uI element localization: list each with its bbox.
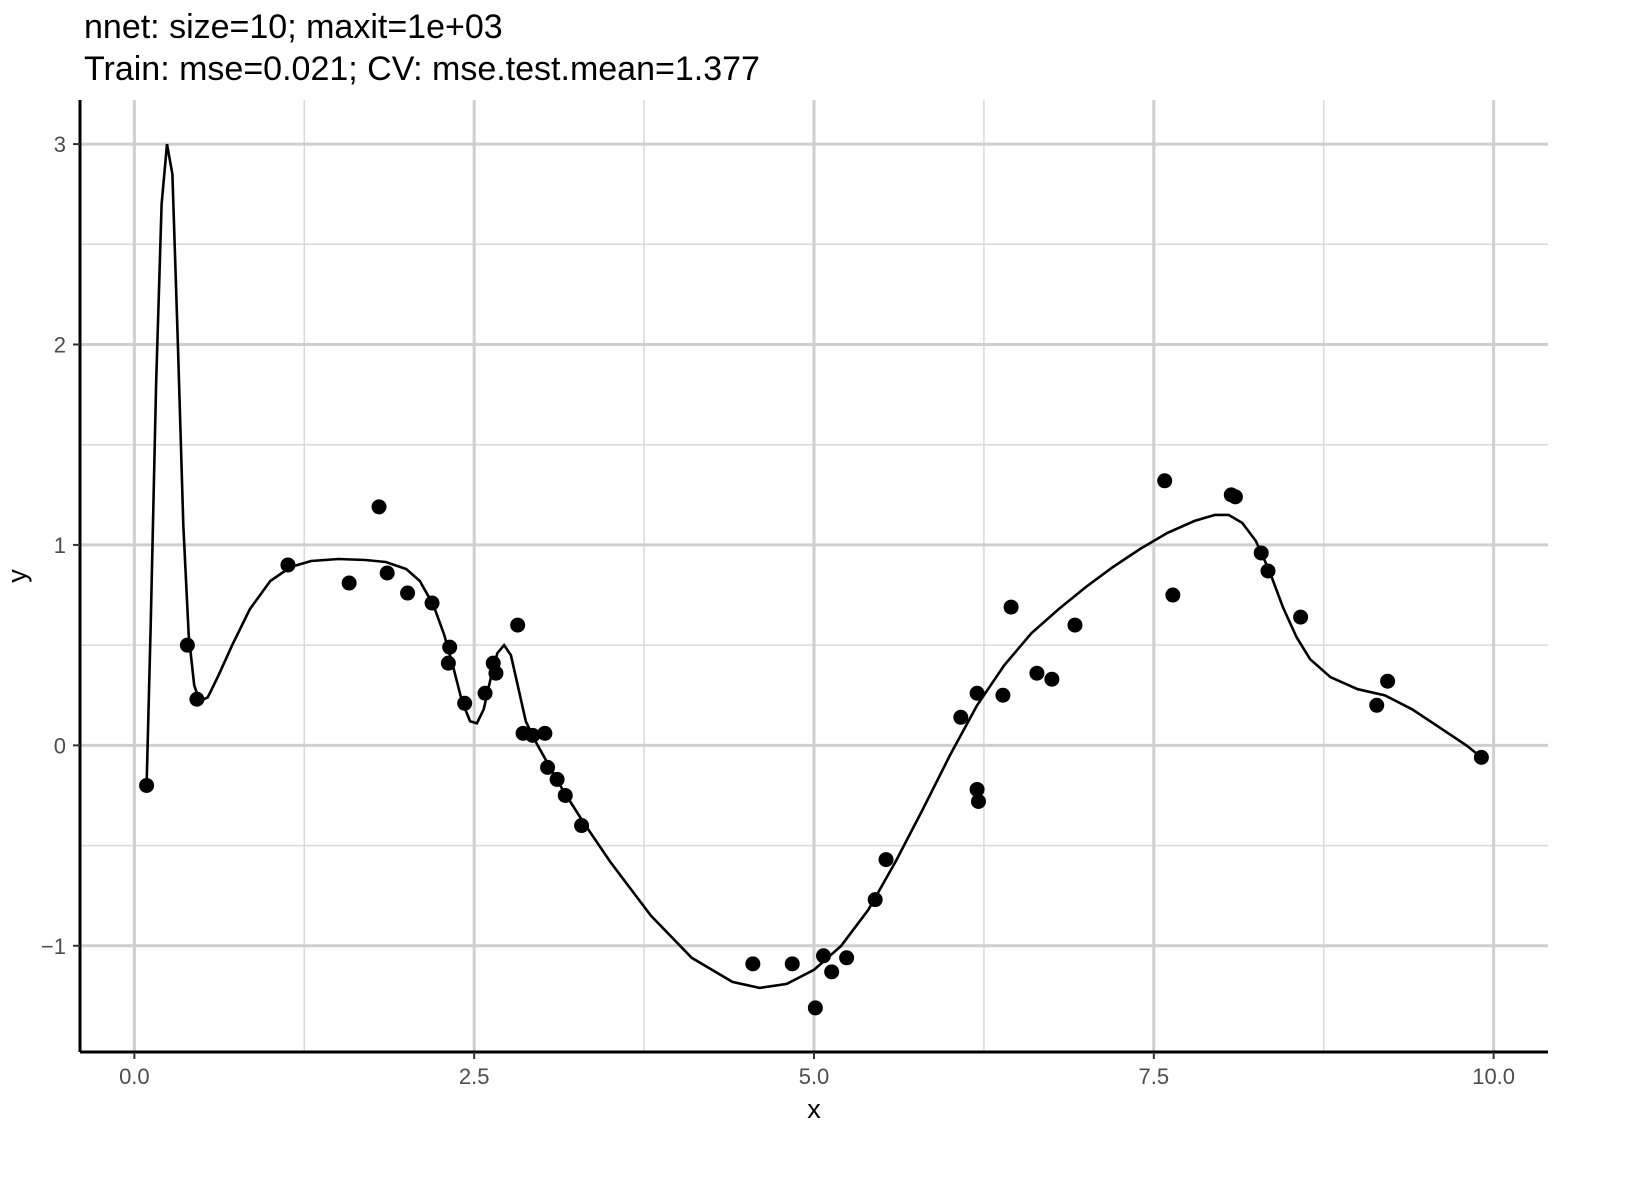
data-point [807, 1000, 823, 1016]
data-point [371, 499, 387, 515]
chart-title: nnet: size=10; maxit=1e+03 [84, 8, 503, 46]
data-point [1227, 489, 1243, 505]
data-point [341, 575, 357, 591]
data-point [969, 685, 985, 701]
data-point [179, 637, 195, 653]
data-point [1260, 563, 1276, 579]
x-tick-label: 2.5 [459, 1064, 490, 1089]
data-point [1157, 473, 1173, 489]
data-point [953, 709, 969, 725]
data-point [867, 892, 883, 908]
data-point [1029, 665, 1045, 681]
chart-subtitle: Train: mse=0.021; CV: mse.test.mean=1.37… [84, 50, 760, 88]
data-point [280, 557, 296, 573]
data-point [816, 948, 832, 964]
data-point [574, 818, 590, 834]
data-point [510, 617, 526, 633]
data-point [784, 956, 800, 972]
data-point [189, 691, 205, 707]
data-point [477, 685, 493, 701]
data-point [1253, 545, 1269, 561]
data-point [1044, 671, 1060, 687]
data-point [969, 781, 985, 797]
data-point [525, 727, 541, 743]
x-tick-label: 5.0 [799, 1064, 830, 1089]
data-point [440, 655, 456, 671]
data-point [1380, 673, 1396, 689]
data-point [488, 665, 504, 681]
data-points [139, 473, 1489, 1016]
y-tick-label: 2 [54, 333, 66, 358]
x-tick-label: 10.0 [1472, 1064, 1515, 1089]
data-point [1369, 697, 1385, 713]
data-point [1293, 609, 1309, 625]
data-point [139, 777, 155, 793]
x-tick-label: 0.0 [119, 1064, 150, 1089]
data-point [379, 565, 395, 581]
y-tick-label: 3 [54, 132, 66, 157]
data-point [824, 964, 840, 980]
grid-lines [80, 100, 1548, 1052]
y-tick-label: 1 [54, 533, 66, 558]
data-point [970, 793, 986, 809]
data-point [442, 639, 458, 655]
data-point [537, 725, 553, 741]
data-point [1165, 587, 1181, 603]
data-point [1003, 599, 1019, 615]
data-point [557, 787, 573, 803]
y-tick-label: 0 [54, 733, 66, 758]
tick-labels: 0.0 2.5 5.0 7.5 10.0 −1 0 1 2 3 [41, 132, 1515, 1089]
data-point [745, 956, 761, 972]
data-point [1473, 749, 1489, 765]
data-point [457, 695, 473, 711]
x-tick-label: 7.5 [1139, 1064, 1170, 1089]
data-point [540, 759, 556, 775]
y-axis-title: y [2, 569, 32, 583]
y-tick-label: −1 [41, 934, 66, 959]
data-point [1067, 617, 1083, 633]
data-point [878, 852, 894, 868]
data-point [424, 595, 440, 611]
data-point [995, 687, 1011, 703]
data-point [839, 950, 855, 966]
x-axis-title: x [807, 1094, 821, 1124]
data-point [549, 771, 565, 787]
data-point [400, 585, 416, 601]
